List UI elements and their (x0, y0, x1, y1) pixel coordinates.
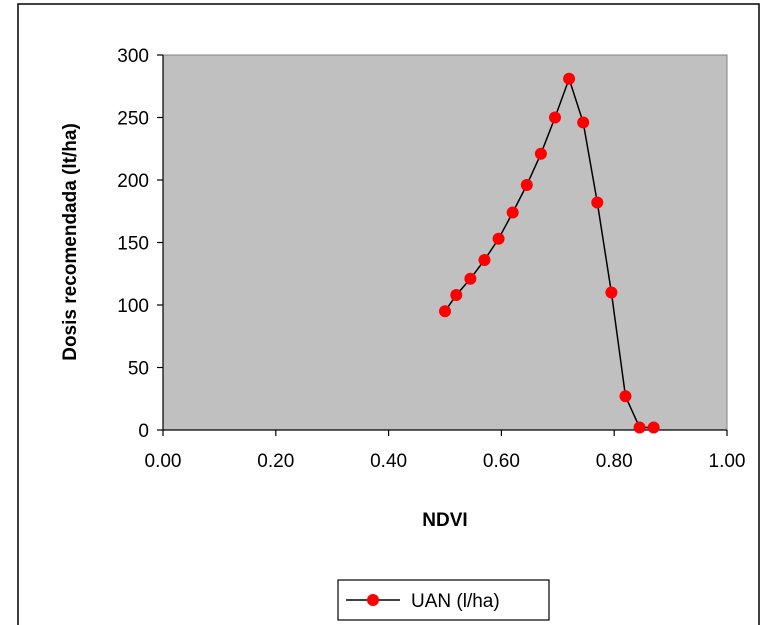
y-axis-label: Dosis recomendada (lt/ha) (60, 123, 81, 361)
y-tick-label: 100 (117, 296, 149, 317)
y-tick-label: 50 (128, 359, 149, 380)
legend: UAN (l/ha) (337, 579, 550, 621)
y-tick-label: 200 (117, 171, 149, 192)
x-tick-label: 0.40 (370, 451, 407, 472)
series-line (444, 76, 654, 429)
data-point (506, 206, 519, 219)
y-tick-label: 250 (117, 109, 149, 130)
x-tick-label: 1.00 (709, 451, 746, 472)
data-point (464, 272, 477, 285)
legend-box (337, 579, 550, 621)
y-tick-label: 0 (138, 421, 149, 442)
x-tick-label: 0.60 (483, 451, 520, 472)
legend-point-marker (367, 594, 379, 606)
data-point (605, 286, 618, 299)
y-tick-label: 150 (117, 234, 149, 255)
data-point (619, 390, 632, 403)
x-axis-label: NDVI (422, 510, 467, 531)
x-tick-label: 0.80 (596, 451, 633, 472)
y-axis: 0 50 100 150 200 250 300 (117, 46, 164, 442)
series-layer (439, 72, 660, 434)
data-point (633, 421, 646, 434)
x-tick-label: 0.20 (257, 451, 294, 472)
data-point (647, 421, 660, 434)
x-axis: 0.00 0.20 0.40 0.60 0.80 1.00 (145, 429, 746, 472)
data-point (548, 111, 561, 124)
y-tick-label: 300 (117, 46, 149, 67)
data-point (439, 305, 451, 318)
data-point (492, 232, 505, 245)
legend-label: UAN (l/ha) (411, 591, 500, 612)
data-point (577, 116, 590, 129)
data-point (450, 289, 463, 301)
data-point (534, 147, 547, 160)
data-point (520, 179, 533, 191)
data-point (478, 254, 491, 266)
plot-area (162, 54, 728, 431)
data-point (591, 196, 604, 209)
data-point (563, 72, 576, 85)
x-tick-label: 0.00 (145, 451, 182, 472)
